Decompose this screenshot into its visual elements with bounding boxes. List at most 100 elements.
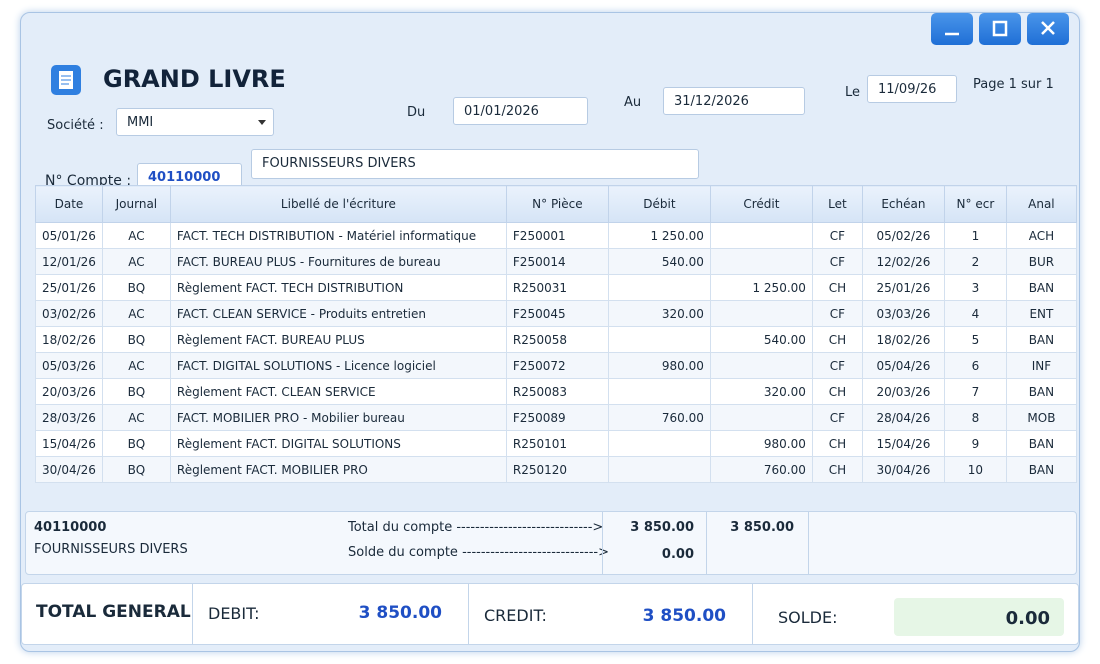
- cell-let: CF: [811, 404, 863, 431]
- table-row[interactable]: 28/03/26 AC FACT. MOBILIER PRO - Mobilier …: [35, 404, 1077, 431]
- table-row[interactable]: 03/02/26 AC FACT. CLEAN SERVICE - Produits…: [35, 300, 1077, 327]
- cell-debit: 760.00: [607, 404, 711, 431]
- cell-anal: BAN: [1005, 456, 1077, 483]
- cell-debit: [607, 326, 711, 353]
- cell-anal: BAN: [1005, 326, 1077, 353]
- doc-icon: [51, 65, 81, 95]
- cell-journal: AC: [101, 300, 171, 327]
- cell-ecr: 2: [943, 248, 1007, 275]
- table-row[interactable]: 18/02/26 BQ Règlement FACT. BUREAU PLUS R25…: [35, 326, 1077, 353]
- cell-date: 03/02/26: [35, 300, 103, 327]
- total-compte-label: Total du compte ------------------------…: [348, 520, 604, 535]
- total-panel: TOTAL GENERAL DEBIT: 3 850.00 CREDIT: 3 …: [21, 583, 1079, 645]
- subtotal-panel: 40110000 FOURNISSEURS DIVERS Total du co…: [25, 511, 1077, 575]
- societe-select[interactable]: MMI: [116, 108, 274, 136]
- cell-journal: AC: [101, 352, 171, 379]
- total-credit: 3 850.00: [642, 606, 726, 626]
- total-solde-label: SOLDE:: [778, 608, 838, 627]
- au-date[interactable]: 31/12/2026: [663, 87, 805, 115]
- cell-libelle: Règlement FACT. TECH DISTRIBUTION: [169, 274, 507, 301]
- maximize-button[interactable]: [979, 13, 1021, 45]
- cell-libelle: Règlement FACT. CLEAN SERVICE: [169, 378, 507, 405]
- cell-date: 20/03/26: [35, 378, 103, 405]
- cell-credit: [709, 300, 813, 327]
- total-debit-label: DEBIT:: [208, 604, 260, 623]
- close-button[interactable]: [1027, 13, 1069, 45]
- cell-echeance: 05/02/26: [861, 222, 945, 249]
- subtotal-name: FOURNISSEURS DIVERS: [34, 542, 188, 557]
- column-header: Crédit: [709, 185, 813, 223]
- cell-let: CH: [811, 378, 863, 405]
- cell-date: 25/01/26: [35, 274, 103, 301]
- column-header: Echéan: [861, 185, 945, 223]
- total-debit: 3 850.00: [358, 603, 442, 623]
- cell-let: CH: [811, 274, 863, 301]
- cell-piece: R250058: [505, 326, 609, 353]
- table-row[interactable]: 25/01/26 BQ Règlement FACT. TECH DISTRIBUT…: [35, 274, 1077, 301]
- cell-libelle: Règlement FACT. DIGITAL SOLUTIONS: [169, 430, 507, 457]
- cell-date: 28/03/26: [35, 404, 103, 431]
- cell-let: CF: [811, 248, 863, 275]
- cell-ecr: 8: [943, 404, 1007, 431]
- column-header: Let: [811, 185, 863, 223]
- du-date[interactable]: 01/01/2026: [453, 97, 588, 125]
- cell-echeance: 18/02/26: [861, 326, 945, 353]
- account-number-value: 40110000: [148, 170, 221, 185]
- cell-debit: [607, 430, 711, 457]
- table-row[interactable]: 20/03/26 BQ Règlement FACT. CLEAN SERVICE R…: [35, 378, 1077, 405]
- table-row[interactable]: 12/01/26 AC FACT. BUREAU PLUS - Fourniture…: [35, 248, 1077, 275]
- cell-debit: [607, 378, 711, 405]
- table-row[interactable]: 05/01/26 AC FACT. TECH DISTRIBUTION - Maté…: [35, 222, 1077, 249]
- column-header: N° Pièce: [505, 185, 609, 223]
- column-header: Libellé de l'écriture: [169, 185, 507, 223]
- cell-piece: F250045: [505, 300, 609, 327]
- column-header: Anal: [1005, 185, 1077, 223]
- cell-date: 05/01/26: [35, 222, 103, 249]
- window-title: GRAND LIVRE: [103, 65, 286, 93]
- cell-credit: [709, 352, 813, 379]
- cell-debit: 1 250.00: [607, 222, 711, 249]
- cell-journal: AC: [101, 404, 171, 431]
- cell-debit: 320.00: [607, 300, 711, 327]
- du-label: Du: [407, 105, 426, 120]
- cell-credit: 980.00: [709, 430, 813, 457]
- cell-piece: F250072: [505, 352, 609, 379]
- account-name[interactable]: FOURNISSEURS DIVERS: [251, 149, 699, 179]
- cell-debit: [607, 274, 711, 301]
- cell-ecr: 9: [943, 430, 1007, 457]
- cell-piece: F250014: [505, 248, 609, 275]
- table-row[interactable]: 05/03/26 AC FACT. DIGITAL SOLUTIONS - Lice…: [35, 352, 1077, 379]
- cell-credit: 1 250.00: [709, 274, 813, 301]
- cell-libelle: FACT. BUREAU PLUS - Fournitures de burea…: [169, 248, 507, 275]
- cell-anal: MOB: [1005, 404, 1077, 431]
- cell-echeance: 28/04/26: [861, 404, 945, 431]
- cell-ecr: 7: [943, 378, 1007, 405]
- cell-date: 18/02/26: [35, 326, 103, 353]
- minimize-button[interactable]: [931, 13, 973, 45]
- subtotal-number: 40110000: [34, 520, 107, 535]
- table-row[interactable]: 15/04/26 BQ Règlement FACT. DIGITAL SOLUTI…: [35, 430, 1077, 457]
- cell-piece: F250001: [505, 222, 609, 249]
- cell-ecr: 10: [943, 456, 1007, 483]
- column-header: Débit: [607, 185, 711, 223]
- le-date[interactable]: 11/09/26: [867, 75, 957, 103]
- subtotal-credit: 3 850.00: [730, 520, 794, 535]
- cell-echeance: 20/03/26: [861, 378, 945, 405]
- cell-piece: R250120: [505, 456, 609, 483]
- cell-journal: BQ: [101, 378, 171, 405]
- cell-let: CH: [811, 430, 863, 457]
- au-value: 31/12/2026: [674, 94, 749, 109]
- account-name-value: FOURNISSEURS DIVERS: [262, 156, 416, 171]
- cell-anal: ENT: [1005, 300, 1077, 327]
- le-label: Le: [845, 85, 861, 100]
- cell-anal: INF: [1005, 352, 1077, 379]
- cell-journal: AC: [101, 222, 171, 249]
- cell-echeance: 03/03/26: [861, 300, 945, 327]
- table-row[interactable]: 30/04/26 BQ Règlement FACT. MOBILIER PRO R2…: [35, 456, 1077, 483]
- cell-anal: BAN: [1005, 274, 1077, 301]
- cell-libelle: FACT. DIGITAL SOLUTIONS - Licence logici…: [169, 352, 507, 379]
- cell-libelle: FACT. CLEAN SERVICE - Produits entretien: [169, 300, 507, 327]
- column-header: Date: [35, 185, 103, 223]
- cell-libelle: FACT. MOBILIER PRO - Mobilier bureau: [169, 404, 507, 431]
- total-solde: 0.00: [1005, 608, 1050, 629]
